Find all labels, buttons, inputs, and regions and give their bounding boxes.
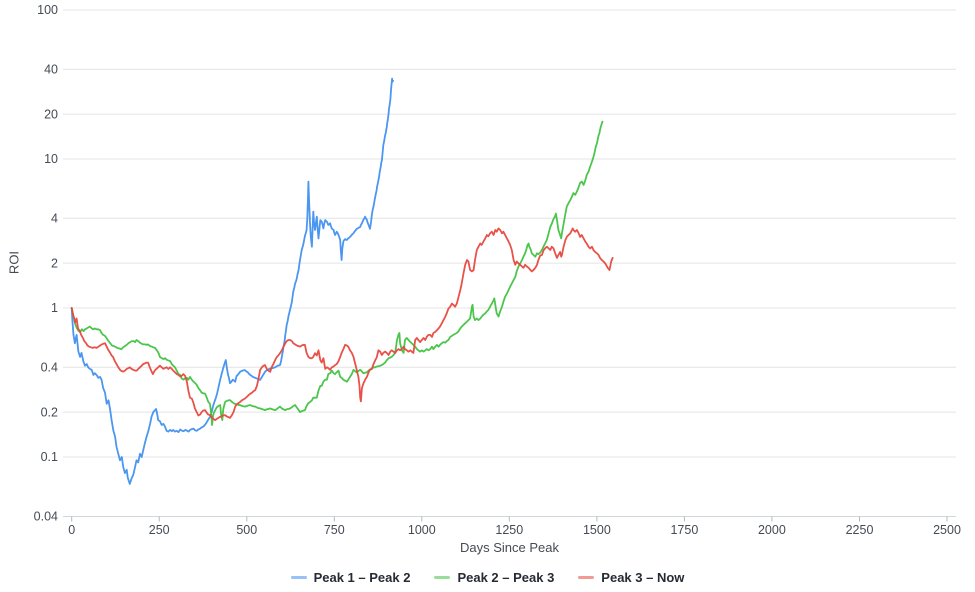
legend-item-peak2-peak3[interactable]: Peak 2 – Peak 3 (434, 570, 554, 585)
x-axis-title: Days Since Peak (460, 540, 559, 555)
legend-swatch-red-icon (578, 575, 595, 580)
legend-swatch-blue-icon (290, 575, 307, 580)
legend-label-peak3-now: Peak 3 – Now (601, 570, 685, 585)
y-tick-label: 20 (44, 107, 58, 121)
y-tick-label: 0.2 (41, 405, 58, 419)
y-axis-tick-labels: 100 40 20 10 4 2 1 0.4 0.2 0.1 0.04 (34, 3, 58, 523)
legend-label-peak2-peak3: Peak 2 – Peak 3 (457, 570, 555, 585)
x-axis: 0 250 500 750 1000 1250 1500 1750 2000 2250 2500 (63, 516, 961, 537)
x-tick-label: 750 (324, 523, 345, 537)
legend-label-peak1-peak2: Peak 1 – Peak 2 (313, 570, 411, 585)
y-tick-label: 2 (51, 256, 58, 270)
y-tick-label: 40 (44, 63, 58, 77)
y-tick-label: 100 (37, 3, 58, 17)
y-tick-label: 10 (44, 152, 58, 166)
series-line-2 (70, 120, 604, 426)
y-tick-label: 0.1 (41, 450, 58, 464)
y-tick-label: 4 (51, 212, 58, 226)
gridlines (63, 9, 956, 458)
x-tick-label: 2500 (933, 523, 961, 537)
x-tick-label: 0 (68, 523, 75, 537)
series-line-3 (70, 227, 614, 421)
legend: Peak 1 – Peak 2 Peak 2 – Peak 3 Peak 3 –… (0, 570, 975, 585)
x-tick-label: 1250 (495, 523, 523, 537)
x-tick-label: 1000 (408, 523, 436, 537)
x-tick-label: 2250 (846, 523, 874, 537)
series-line-1 (70, 77, 394, 485)
x-tick-label: 1750 (670, 523, 698, 537)
x-tick-label: 500 (236, 523, 257, 537)
x-tick-label: 250 (149, 523, 170, 537)
y-tick-label: 0.4 (41, 361, 58, 375)
y-tick-label: 0.04 (34, 510, 58, 524)
y-axis-title: ROI (6, 250, 22, 275)
x-tick-label: 2000 (758, 523, 786, 537)
legend-item-peak3-now[interactable]: Peak 3 – Now (578, 570, 684, 585)
series-lines (70, 77, 614, 485)
legend-swatch-green-icon (434, 575, 451, 580)
legend-item-peak1-peak2[interactable]: Peak 1 – Peak 2 (290, 570, 411, 585)
x-tick-label: 1500 (583, 523, 611, 537)
y-tick-label: 1 (51, 301, 58, 315)
